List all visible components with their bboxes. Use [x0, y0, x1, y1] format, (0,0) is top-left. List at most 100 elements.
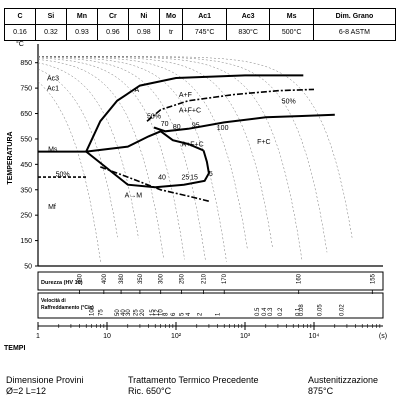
cooling-curve-10	[38, 56, 328, 253]
time-tick-label-4: 10⁴	[309, 333, 320, 340]
hardness-value-1: 400	[102, 273, 108, 284]
y-tick-label-1: 750	[20, 86, 32, 93]
cooling-curve-9	[38, 56, 303, 260]
annotation-11: A+F+C	[181, 142, 203, 149]
cooling-rate-value-12: 5	[179, 312, 185, 316]
annotation-17: 25	[181, 175, 189, 182]
cooling-rate-value-11: 6	[171, 312, 177, 316]
annotation-0: Ac3	[47, 75, 59, 82]
cooling-rate-value-6: 20	[140, 309, 146, 316]
cooling-rate-value-22: 0.05	[317, 304, 323, 316]
composition-value-4: 0.98	[127, 24, 160, 41]
hardness-value-0: 430	[78, 273, 84, 284]
cooling-rate-value-16: 0.5	[255, 307, 261, 316]
annotation-12: F+C	[257, 139, 270, 146]
cooling-rate-value-7: 15	[150, 309, 156, 316]
previous-heat-treatment: Trattamento Termico Precedente Ric. 650°…	[128, 375, 259, 397]
cooling-rate-row-box	[37, 292, 384, 319]
composition-header-row: C Si Mn Cr Ni Mo Ac1 Ac3 Ms Dim. Grano	[4, 8, 397, 25]
cooling-curve-11	[38, 56, 353, 238]
previous-heat-treatment-title: Trattamento Termico Precedente	[128, 375, 259, 385]
annotation-14: 50%	[56, 172, 70, 179]
cooling-rate-value-4: 30	[126, 309, 132, 316]
cooling-rate-value-9: 10	[159, 309, 165, 316]
hardness-value-6: 210	[201, 273, 207, 284]
hardness-value-5: 250	[179, 273, 185, 284]
hardness-value-4: 300	[159, 273, 165, 284]
cooling-rate-value-1: 75	[98, 309, 104, 316]
series-bainite-lower	[85, 150, 210, 189]
series-pearlite-start	[153, 113, 335, 133]
cooling-rate-value-13: 4	[186, 312, 192, 316]
specimen-dimensions: Dimensione Provini Ø=2 L=12	[6, 375, 84, 397]
annotation-9: 95	[192, 123, 200, 130]
austenitization: Austenitizzazione 875°C	[308, 375, 378, 397]
cooling-curve-4	[37, 57, 185, 260]
cooling-rate-row-label: Velocità di Raffreddamento (°C/s)	[41, 298, 94, 311]
annotation-2: A	[134, 87, 139, 94]
annotation-19: 5	[209, 171, 213, 178]
hardness-value-8: 160	[297, 273, 303, 284]
cooling-rate-value-17: 0.4	[262, 307, 268, 316]
cooling-rate-value-23: 0.02	[339, 304, 345, 316]
annotation-7: 70	[161, 121, 169, 128]
cooling-rate-value-19: 0.2	[278, 307, 284, 316]
series-bainite-start	[86, 130, 204, 153]
austenitization-title: Austenitizzazione	[308, 375, 379, 385]
annotation-16: 40	[158, 175, 166, 182]
y-axis-title: TEMPERATURA	[7, 131, 14, 184]
y-tick-label-0: 850	[20, 60, 32, 67]
specimen-dimensions-value: Ø=2 L=12	[6, 386, 47, 396]
series-ferrite-start	[85, 74, 304, 153]
cooling-curve-8	[38, 56, 273, 248]
cooling-rate-value-2: 50	[115, 309, 121, 316]
y-unit-label: °C	[16, 40, 24, 48]
composition-table: C Si Mn Cr Ni Mo Ac1 Ac3 Ms Dim. Grano 0.16 0.32 0.…	[0, 0, 400, 44]
x-axis-title: TEMPI	[4, 345, 25, 352]
cooling-curve-3	[37, 59, 164, 259]
time-tick-label-1: 10	[103, 333, 111, 340]
annotation-18: 15	[190, 175, 198, 182]
series-bainite-end	[100, 166, 210, 202]
annotation-20: A→M	[125, 192, 143, 199]
composition-value-2: 0.93	[65, 24, 98, 41]
hardness-row-box	[37, 271, 384, 291]
hardness-value-3: 350	[138, 273, 144, 284]
cooling-rate-value-14: 2	[198, 312, 204, 316]
annotation-15: Mf	[48, 204, 56, 211]
annotation-4: A+F+C	[179, 107, 201, 114]
hardness-row-label: Durezza (HV 10)	[41, 280, 83, 286]
annotation-10: 100	[217, 125, 229, 132]
y-tick-label-4: 450	[20, 162, 32, 169]
series-ferrite-end	[146, 88, 315, 122]
composition-value-1: 0.32	[34, 24, 67, 41]
specimen-dimensions-title: Dimensione Provini	[6, 375, 84, 385]
y-tick-label-6: 250	[20, 213, 32, 220]
cooling-rate-value-20: 0.1	[296, 307, 302, 316]
time-tick-label-2: 10²	[171, 333, 182, 340]
composition-value-9: 6-8 ASTM	[312, 24, 397, 41]
time-tick-label-5: (s)	[379, 333, 387, 340]
composition-value-row: 0.16 0.32 0.93 0.96 0.98 tr 745°C 830°C 500°C 6-8…	[4, 24, 397, 41]
annotation-6: 50%	[282, 98, 296, 105]
cooling-rate-value-3: 40	[121, 309, 127, 316]
hardness-value-2: 380	[119, 273, 125, 284]
annotation-1: Ac1	[47, 86, 59, 93]
annotation-5: 50%	[147, 114, 161, 121]
time-tick-label-0: 1	[36, 333, 40, 340]
cooling-curve-0	[37, 81, 102, 264]
cooling-rate-value-15: 1	[216, 312, 222, 316]
y-tick-label-7: 150	[20, 238, 32, 245]
cooling-curve-7	[37, 56, 248, 250]
cooling-curve-6	[37, 56, 227, 262]
cooling-rate-value-5: 25	[134, 309, 140, 316]
annotation-13: Ms	[48, 147, 58, 154]
cooling-rate-value-18: 0.3	[268, 307, 274, 316]
cooling-rate-value-10: 8	[163, 312, 169, 316]
cooling-rate-value-0: 100	[90, 305, 96, 316]
y-tick-label-5: 350	[20, 187, 32, 194]
annotation-3: A+F	[179, 92, 192, 99]
austenitization-value: 875°C	[308, 386, 334, 396]
y-tick-label-3: 550	[20, 136, 32, 143]
